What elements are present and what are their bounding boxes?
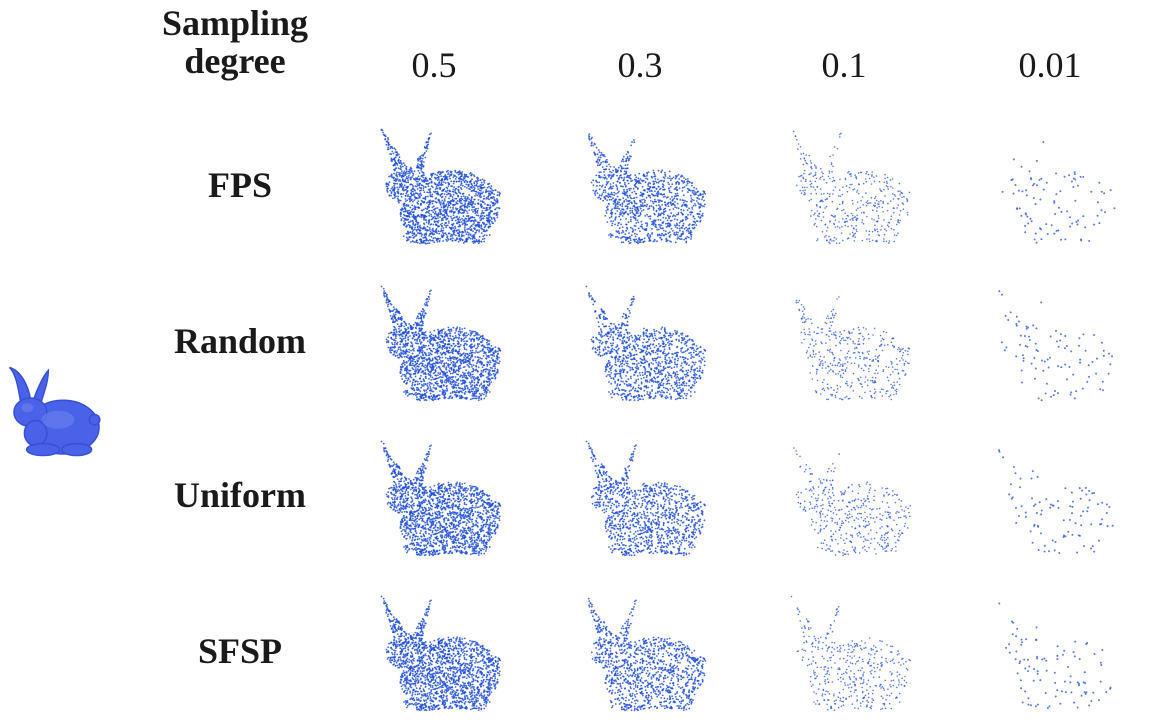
bunny-point-cloud-icon bbox=[780, 118, 930, 248]
bunny-original-icon bbox=[2, 345, 114, 475]
row-label-uniform: Uniform bbox=[174, 475, 306, 515]
bunny-point-cloud-icon bbox=[780, 275, 930, 405]
bunny-point-cloud-icon bbox=[575, 585, 725, 715]
row-label-random: Random bbox=[173, 321, 307, 361]
bunny-point-cloud-icon bbox=[780, 430, 930, 560]
bunny-point-cloud-icon bbox=[985, 430, 1135, 560]
bunny-point-cloud-icon bbox=[370, 275, 520, 405]
bunny-point-cloud-icon bbox=[985, 275, 1135, 405]
row-label-sfsp: SFSP bbox=[197, 631, 283, 671]
column-label-0.5: 0.5 bbox=[411, 45, 457, 85]
column-label-0.01: 0.01 bbox=[1018, 45, 1082, 85]
header-line-1: Sampling bbox=[161, 3, 309, 43]
column-label-0.1: 0.1 bbox=[821, 45, 867, 85]
header-line-2: degree bbox=[184, 41, 286, 81]
bunny-point-cloud-icon bbox=[370, 585, 520, 715]
bunny-point-cloud-icon bbox=[780, 585, 930, 715]
row-label-fps: FPS bbox=[207, 165, 272, 205]
bunny-point-cloud-icon bbox=[575, 118, 725, 248]
bunny-point-cloud-icon bbox=[985, 585, 1135, 715]
column-label-0.3: 0.3 bbox=[617, 45, 663, 85]
bunny-point-cloud-icon bbox=[575, 430, 725, 560]
bunny-point-cloud-icon bbox=[370, 430, 520, 560]
bunny-point-cloud-icon bbox=[575, 275, 725, 405]
bunny-point-cloud-icon bbox=[985, 118, 1135, 248]
bunny-point-cloud-icon bbox=[370, 118, 520, 248]
header-label: Sampling degree bbox=[130, 4, 340, 80]
